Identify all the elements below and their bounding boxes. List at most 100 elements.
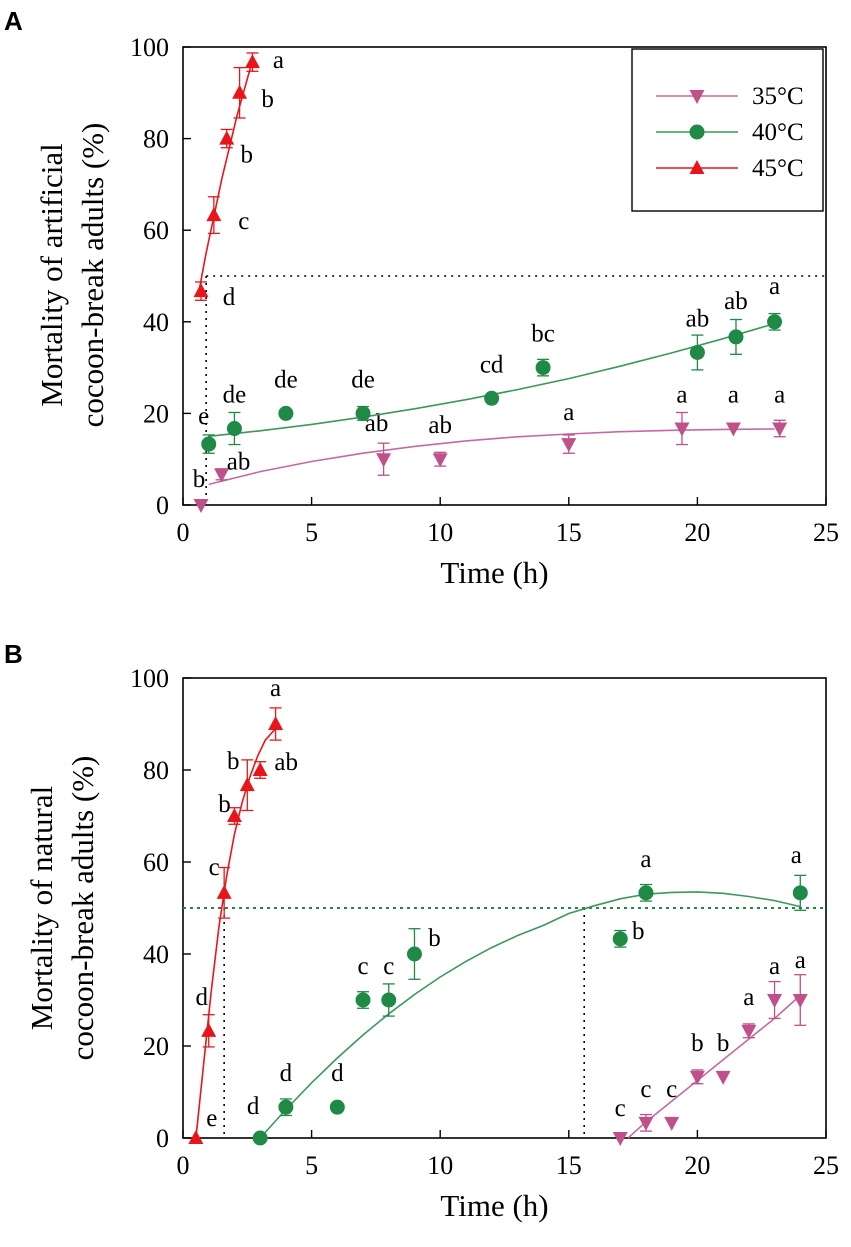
panel-b-data-point xyxy=(226,808,242,822)
panel-a-data-point xyxy=(232,84,248,99)
panel-a-legend-box xyxy=(631,48,824,212)
panel-a-y-tick-label: 60 xyxy=(143,216,169,245)
panel-a-data-point xyxy=(535,360,551,376)
panel-a-data-point xyxy=(278,405,294,421)
panel-b-data-point xyxy=(252,1130,268,1146)
panel-a-significance-label: ab xyxy=(227,448,251,475)
panel-b-significance-label: b xyxy=(632,918,645,945)
panel-b-series-40c: dd dc cb ba a xyxy=(247,842,808,1146)
panel-a-significance-label: bc xyxy=(531,321,555,348)
panel-b-y-tick-label: 80 xyxy=(143,756,169,785)
panel-a-data-point xyxy=(206,207,222,222)
panel-b-y-tick-label: 40 xyxy=(143,940,169,969)
panel-b-significance-label: e xyxy=(206,1105,217,1132)
panel-a-data-point xyxy=(561,438,577,453)
panel-b-data-point xyxy=(689,1070,705,1085)
panel-a-significance-label: d xyxy=(223,284,236,311)
panel-b-x-axis-title: Time (h) xyxy=(440,1188,548,1223)
panel-b-data-point xyxy=(638,885,654,901)
panel-a: A 0 5 10 15 20 25 0 20 40 60 80 100 Time (h) Mortality… xyxy=(4,6,839,590)
panel-b-x-tick-label: 10 xyxy=(427,1151,453,1180)
panel-a-x-axis-title: Time (h) xyxy=(440,555,548,590)
panel-a-legend-marker xyxy=(689,160,705,174)
panel-a-significance-label: cd xyxy=(480,351,504,378)
panel-a-plot-frame xyxy=(182,46,827,506)
panel-b-significance-label: d xyxy=(247,1093,260,1120)
panel-a-significance-label: de xyxy=(223,382,247,409)
panel-a-x-tick-label: 15 xyxy=(556,518,582,547)
panel-a-data-point xyxy=(226,421,242,437)
panel-a-data-point xyxy=(193,283,209,298)
panel-a-y-tick-label: 80 xyxy=(143,125,169,154)
panel-b-data-point xyxy=(252,762,268,776)
panel-a-x-tick-label: 20 xyxy=(684,518,710,547)
panel-b-significance-label: b xyxy=(227,748,240,775)
panel-b-y-tick-label: 20 xyxy=(143,1032,169,1061)
panel-a-legend-label: 40°C xyxy=(752,119,804,146)
panel-b-significance-label: c xyxy=(666,1076,677,1103)
panel-a-letter: A xyxy=(4,6,23,36)
panel-a-significance-label: de xyxy=(351,366,375,393)
panel-b-data-point xyxy=(329,1099,345,1115)
panel-a-data-point xyxy=(214,468,230,483)
panel-a-significance-label: b xyxy=(240,142,253,169)
panel-b-significance-label: d xyxy=(331,1060,344,1087)
panel-a-legend-label: 35°C xyxy=(752,83,804,110)
panel-b-y-axis-title-line: Mortality of natural xyxy=(24,786,59,1031)
panel-a-significance-label: ab xyxy=(428,412,452,439)
panel-a-significance-label: ab xyxy=(724,288,748,315)
panel-b-significance-label: b xyxy=(717,1030,730,1057)
panel-b-significance-label: c xyxy=(640,1076,651,1103)
panel-a-legend: 35°C 40°C 45°C xyxy=(631,48,824,212)
panel-b-data-point xyxy=(612,1132,628,1146)
panel-a-y-axis-title-line: cocoon-break adults (%) xyxy=(75,123,110,428)
panel-b-significance-label: b xyxy=(691,1030,704,1057)
panel-a-data-point xyxy=(376,453,392,468)
panel-a-data-point xyxy=(355,405,371,421)
panel-a-data-point xyxy=(244,54,260,69)
panel-b-significance-label: c xyxy=(357,953,368,980)
panel-b-data-point xyxy=(664,1116,680,1131)
panel-b-data-point xyxy=(188,1130,204,1144)
panel-b-data-point xyxy=(792,994,808,1008)
panel-b-significance-label: c xyxy=(615,1095,626,1122)
panel-a-significance-label: a xyxy=(563,399,574,426)
panel-a-significance-label: c xyxy=(238,208,249,235)
panel-b-x-tick-label: 15 xyxy=(556,1151,582,1180)
panel-b-y-tick-label: 60 xyxy=(143,848,169,877)
panel-a-data-point xyxy=(432,453,448,468)
panel-b-significance-label: a xyxy=(640,846,651,873)
panel-a-legend-label: 45°C xyxy=(752,155,804,182)
panel-b-fit-curve xyxy=(195,728,277,1139)
panel-a-y-tick-label: 20 xyxy=(143,399,169,428)
panel-b-significance-label: a xyxy=(743,984,754,1011)
panel-a-data-point xyxy=(484,390,500,406)
panel-b-data-point xyxy=(767,994,783,1008)
panel-a-x-tick-label: 0 xyxy=(177,518,190,547)
panel-b-x-tick-label: 0 xyxy=(177,1151,190,1180)
panel-a-y-tick-label: 100 xyxy=(130,33,169,62)
panel-b-x-tick-label: 5 xyxy=(305,1151,318,1180)
panel-b-data-point xyxy=(201,1022,217,1037)
panel-a-data-point xyxy=(674,422,690,437)
panel-b-significance-label: c xyxy=(209,854,220,881)
panel-a-legend-marker xyxy=(689,124,705,140)
panel-b-y-tick-label: 0 xyxy=(156,1124,169,1153)
panel-a-y-axis-title-line: Mortality of artificial xyxy=(34,143,69,406)
panel-b-series-45c: e d c bb ab a xyxy=(188,675,298,1144)
panel-b-data-point xyxy=(355,992,371,1008)
panel-a-significance-label: a xyxy=(676,382,687,409)
panel-a-data-point xyxy=(201,436,217,452)
panel-b-data-point xyxy=(612,931,628,947)
panel-b-significance-label: a xyxy=(270,675,281,702)
panel-b-x-tick-label: 20 xyxy=(684,1151,710,1180)
panel-a-significance-label: a xyxy=(769,273,780,300)
panel-a-significance-label: b xyxy=(193,466,206,493)
panel-a-x-tick-label: 25 xyxy=(813,518,839,547)
panel-a-x-tick-label: 10 xyxy=(427,518,453,547)
panel-b-significance-label: b xyxy=(428,925,441,952)
panel-b-data-point xyxy=(792,885,808,901)
panel-b-significance-label: c xyxy=(383,953,394,980)
